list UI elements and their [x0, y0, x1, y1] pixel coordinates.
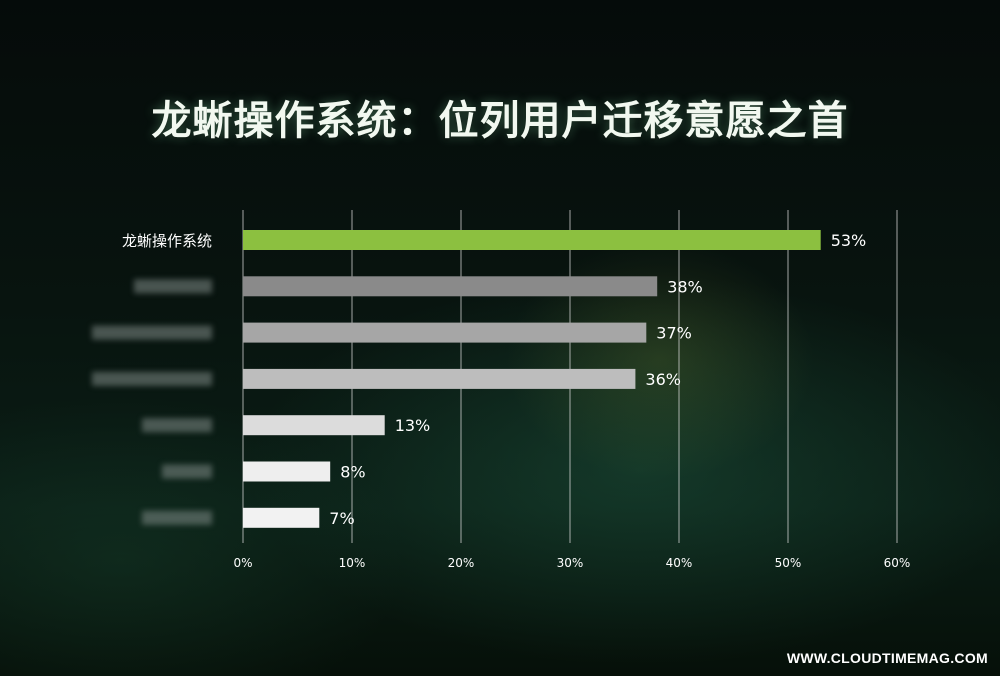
redacted-category-label: [92, 371, 212, 386]
redacted-category-label: [92, 325, 212, 340]
bar: [243, 461, 331, 482]
value-labels: 53% 38% 37% 36% 13% 8% 7%: [329, 231, 866, 528]
watermark: WWW.CLOUDTIMEMAG.COM: [786, 650, 988, 666]
data-label: 53%: [831, 231, 867, 250]
x-tick-label: 0%: [233, 556, 252, 570]
x-tick-labels: 0% 10% 20% 30% 40% 50% 60%: [233, 556, 910, 570]
x-tick-label: 60%: [884, 556, 911, 570]
redacted-category-label: [142, 510, 212, 525]
category-label: 龙蜥操作系统: [122, 232, 212, 250]
data-label: 8%: [340, 463, 365, 482]
redacted-category-label: [162, 464, 212, 479]
bar: [243, 368, 636, 389]
category-labels: 龙蜥操作系统: [92, 232, 212, 525]
data-label: 13%: [395, 416, 431, 435]
bar: [243, 230, 821, 250]
bar: [243, 415, 385, 436]
data-label: 37%: [656, 324, 692, 343]
x-tick-label: 10%: [339, 556, 366, 570]
data-label: 7%: [329, 509, 354, 528]
bar: [243, 507, 320, 528]
bars: [243, 230, 821, 528]
redacted-category-label: [134, 279, 212, 294]
chart-title: 龙蜥操作系统：位列用户迁移意愿之首: [151, 98, 849, 144]
bar: [243, 322, 647, 343]
x-tick-label: 20%: [448, 556, 475, 570]
x-tick-label: 30%: [557, 556, 584, 570]
x-tick-label: 50%: [775, 556, 802, 570]
redacted-category-label: [142, 418, 212, 433]
bar: [243, 276, 658, 297]
data-label: 36%: [645, 370, 681, 389]
data-label: 38%: [667, 277, 703, 296]
x-tick-label: 40%: [666, 556, 693, 570]
